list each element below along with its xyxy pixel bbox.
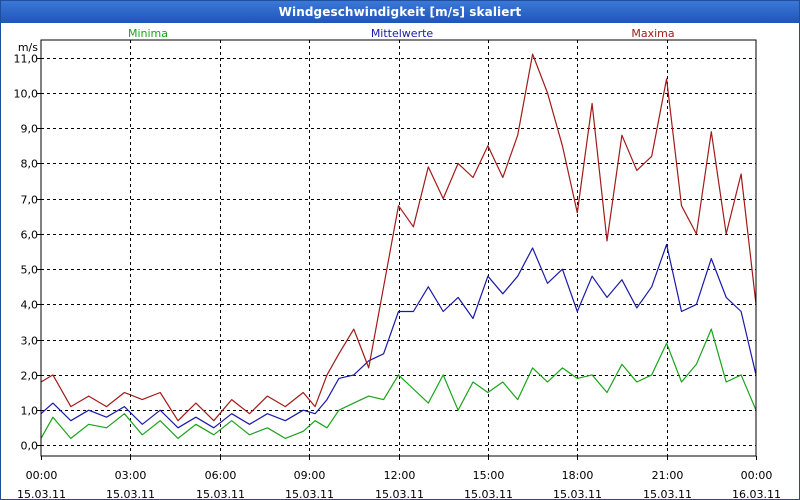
x-tick-time: 21:00 [652,469,684,482]
y-tick-label: 8,0 [21,158,39,171]
chart-canvas: Minima Mittelwerte Maxima m/s 0,0 1,0 2,0 3… [14,27,781,499]
x-tick-time: 12:00 [384,469,416,482]
y-tick-label: 11,0 [14,53,39,66]
x-axis-ticks: 00:00 15.03.11 03:00 15.03.11 06:00 15.03.11 0… [17,469,781,499]
y-tick-label: 9,0 [21,123,39,136]
grid [37,40,757,460]
x-tick-time: 09:00 [294,469,326,482]
y-tick-label: 0,0 [21,440,39,453]
y-tick-label: 6,0 [21,229,39,242]
y-axis-ticks: 0,0 1,0 2,0 3,0 4,0 5,0 6,0 7,0 8,0 9,0 10,0 11,0 [14,53,39,453]
y-tick-label: 5,0 [21,264,39,277]
y-tick-label: 10,0 [14,88,39,101]
x-tick-date: 16.03.11 [732,488,781,499]
x-tick-date: 15.03.11 [285,488,334,499]
legend-minima: Minima [128,27,168,40]
plot-frame [40,39,757,457]
x-tick-time: 00:00 [26,469,58,482]
y-tick-label: 3,0 [21,335,39,348]
x-tick-time: 03:00 [115,469,147,482]
x-tick-date: 15.03.11 [17,488,66,499]
y-tick-label: 1,0 [21,405,39,418]
legend-maxima: Maxima [631,27,674,40]
legend: Minima Mittelwerte Maxima [128,27,675,40]
y-tick-label: 2,0 [21,370,39,383]
window-title: Windgeschwindigkeit [m/s] skaliert [1,1,799,23]
legend-mittelwerte: Mittelwerte [371,27,434,40]
x-tick-date: 15.03.11 [375,488,424,499]
x-tick-time: 15:00 [473,469,505,482]
series-line-minima [40,328,757,439]
x-tick-date: 15.03.11 [553,488,602,499]
x-tick-date: 15.03.11 [196,488,245,499]
series-line-maxima [40,53,757,422]
series-line-mittelwerte [40,243,757,429]
x-tick-time: 06:00 [205,469,237,482]
series-lines [40,53,757,439]
x-tick-date: 15.03.11 [643,488,692,499]
x-tick-time: 18:00 [562,469,594,482]
y-tick-label: 7,0 [21,194,39,207]
y-axis-unit: m/s [18,41,38,54]
y-tick-label: 4,0 [21,299,39,312]
x-tick-date: 15.03.11 [106,488,155,499]
x-tick-time: 00:00 [741,469,773,482]
x-tick-date: 15.03.11 [464,488,513,499]
